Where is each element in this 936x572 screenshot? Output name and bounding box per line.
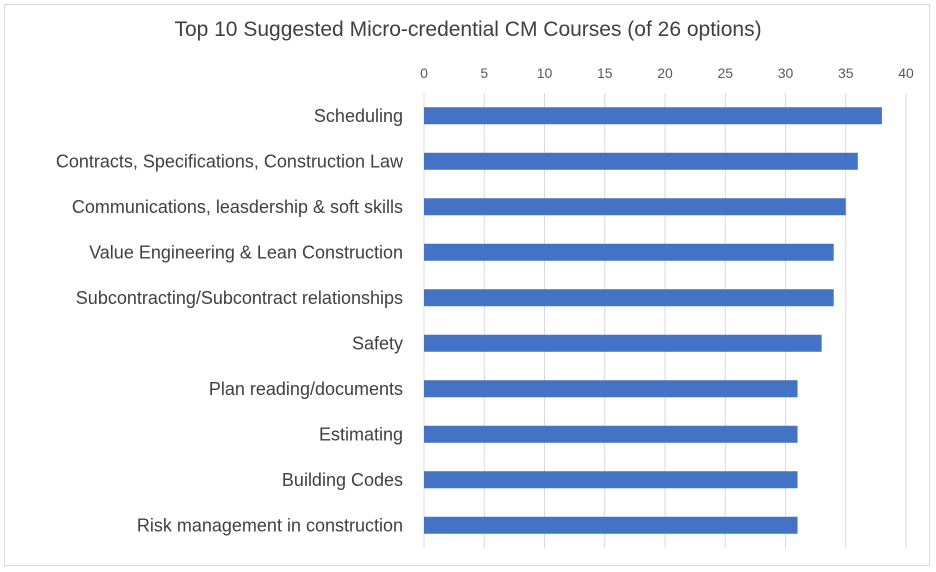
bar bbox=[424, 334, 822, 352]
x-tick-label: 20 bbox=[657, 65, 673, 81]
category-label: Value Engineering & Lean Construction bbox=[89, 242, 403, 262]
x-tick-label: 35 bbox=[838, 65, 854, 81]
x-tick-label: 15 bbox=[597, 65, 613, 81]
bar bbox=[424, 289, 834, 307]
category-label: Estimating bbox=[319, 424, 403, 444]
category-label: Contracts, Specifications, Construction … bbox=[56, 151, 404, 171]
x-tick-label: 30 bbox=[778, 65, 794, 81]
category-label: Building Codes bbox=[282, 470, 403, 490]
category-label: Risk management in construction bbox=[137, 515, 403, 535]
chart-title: Top 10 Suggested Micro-credential CM Cou… bbox=[174, 18, 762, 41]
category-label: Communications, leasdership & soft skill… bbox=[72, 197, 403, 217]
x-tick-label: 0 bbox=[420, 65, 428, 81]
bar bbox=[424, 380, 798, 398]
bar bbox=[424, 243, 834, 261]
category-label: Subcontracting/Subcontract relationships bbox=[76, 288, 403, 308]
bar bbox=[424, 425, 798, 443]
bar bbox=[424, 107, 882, 125]
bar bbox=[424, 198, 846, 216]
category-label: Scheduling bbox=[314, 106, 403, 126]
bar bbox=[424, 516, 798, 534]
category-label: Plan reading/documents bbox=[209, 379, 403, 399]
x-tick-label: 5 bbox=[480, 65, 488, 81]
x-tick-label: 40 bbox=[898, 65, 914, 81]
bar bbox=[424, 471, 798, 489]
x-tick-label: 25 bbox=[717, 65, 733, 81]
category-label: Safety bbox=[352, 333, 403, 353]
bar bbox=[424, 152, 858, 170]
x-tick-label: 10 bbox=[537, 65, 553, 81]
